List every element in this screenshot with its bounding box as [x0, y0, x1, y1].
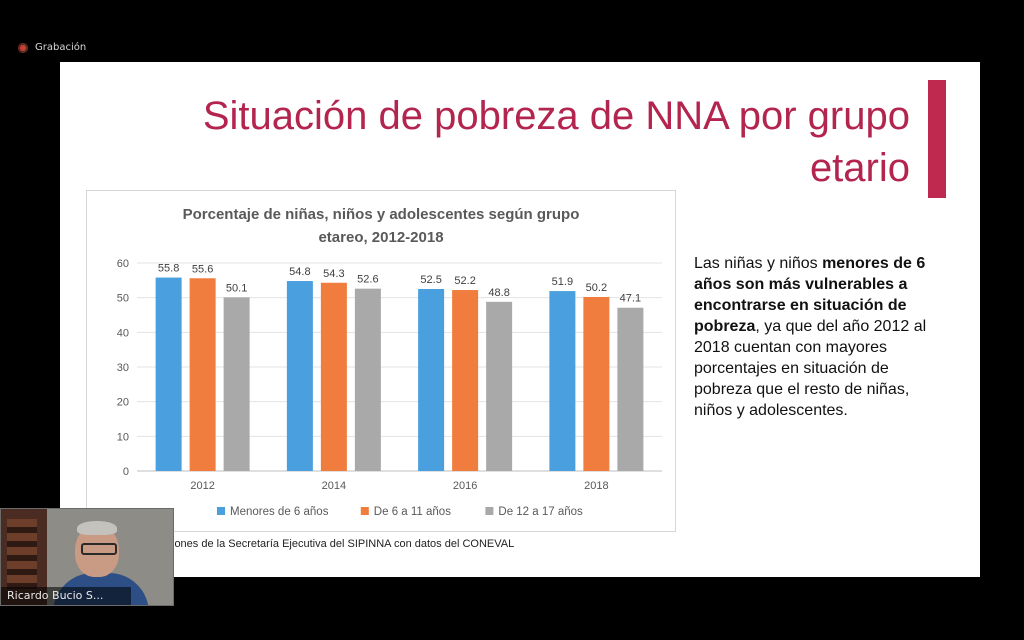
data-label: 50.2: [586, 282, 607, 294]
chart-frame: Porcentaje de niñas, niños y adolescente…: [86, 190, 676, 532]
chart-title-line1: Porcentaje de niñas, niños y adolescente…: [183, 206, 580, 223]
y-tick-label: 0: [123, 466, 129, 478]
data-label: 52.6: [357, 274, 378, 286]
description-part2: , ya que del año 2012 al 2018 cuentan co…: [694, 318, 927, 419]
y-tick-label: 10: [117, 431, 129, 443]
books: [7, 519, 37, 589]
source-note: iones de la Secretaría Ejecutiva del SIP…: [172, 538, 515, 550]
data-label: 55.6: [192, 263, 213, 275]
bar: [354, 288, 381, 471]
data-label: 50.1: [226, 282, 247, 294]
bar: [583, 296, 610, 471]
participant-video[interactable]: Ricardo Bucio S...: [0, 508, 174, 606]
bar: [189, 278, 216, 471]
legend-label: Menores de 6 años: [230, 506, 329, 518]
bar: [155, 277, 182, 471]
bar: [617, 307, 644, 471]
participant-glasses: [81, 543, 117, 555]
description-part1: Las niñas y niños: [694, 255, 823, 272]
data-label: 52.5: [420, 274, 441, 286]
x-tick-label: 2016: [453, 480, 477, 492]
shared-slide: Situación de pobreza de NNA por grupo et…: [60, 62, 980, 577]
accent-bar: [928, 80, 946, 198]
bar-chart: Porcentaje de niñas, niños y adolescente…: [117, 206, 662, 518]
recording-label: Grabación: [35, 42, 87, 53]
slide-title: Situación de pobreza de NNA por grupo et…: [202, 94, 910, 190]
chart-title-line2: etareo, 2012-2018: [318, 229, 443, 246]
y-tick-label: 60: [117, 258, 129, 270]
bar: [549, 291, 576, 471]
bar: [418, 289, 445, 471]
legend-swatch: [217, 507, 225, 515]
bar: [223, 297, 250, 471]
bar: [452, 290, 479, 471]
record-icon: [18, 42, 28, 53]
data-label: 47.1: [620, 293, 641, 305]
y-tick-label: 40: [117, 327, 129, 339]
description-bold: menores de 6 años son más vulnerables a …: [694, 255, 926, 335]
legend-label: De 12 a 17 años: [498, 506, 583, 518]
data-label: 48.8: [488, 287, 509, 299]
participant-name: Ricardo Bucio S...: [1, 587, 131, 605]
legend-label: De 6 a 11 años: [374, 506, 451, 518]
data-label: 52.2: [454, 275, 475, 287]
slide-description: Las niñas y niños menores de 6 años son …: [694, 253, 944, 421]
bar: [286, 281, 313, 471]
y-tick-label: 30: [117, 362, 129, 374]
recording-indicator: Grabación: [18, 42, 86, 53]
x-tick-label: 2012: [190, 480, 214, 492]
data-label: 54.3: [323, 268, 344, 280]
participant-hair: [77, 521, 117, 535]
y-tick-label: 20: [117, 397, 129, 409]
legend-swatch: [360, 507, 369, 515]
bar: [486, 301, 513, 471]
x-tick-label: 2014: [322, 480, 346, 492]
x-tick-label: 2018: [584, 480, 608, 492]
legend-swatch: [485, 507, 494, 515]
bar: [320, 282, 347, 471]
y-tick-label: 50: [117, 293, 129, 305]
data-label: 51.9: [552, 276, 573, 288]
data-label: 55.8: [158, 263, 179, 275]
data-label: 54.8: [289, 266, 310, 278]
